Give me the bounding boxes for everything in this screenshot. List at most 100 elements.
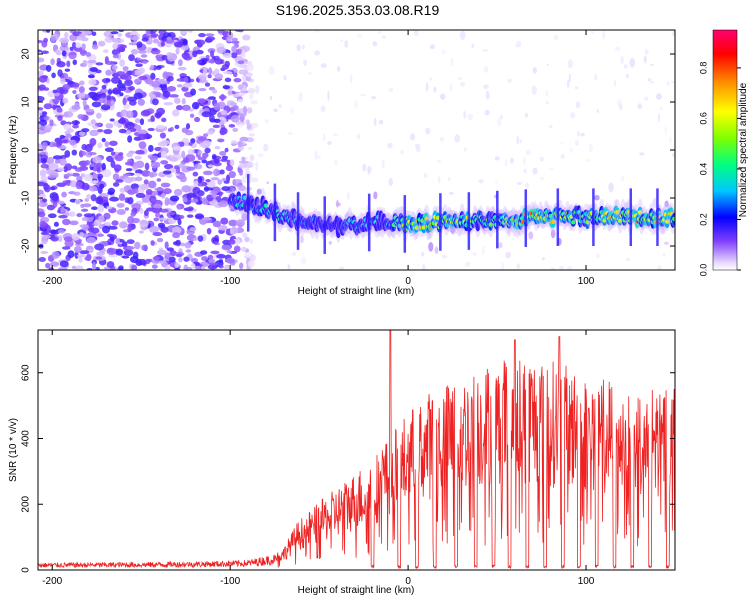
noise-blob — [110, 151, 116, 156]
noise-speck — [441, 254, 448, 259]
noise-blob — [165, 155, 171, 160]
noise-blob — [77, 113, 85, 120]
noise-blob — [92, 96, 97, 101]
noise-blob — [218, 265, 224, 269]
noise-blob — [200, 218, 207, 225]
noise-blob — [219, 150, 227, 156]
noise-blob — [125, 168, 133, 172]
noise-speck — [644, 96, 649, 101]
noise-speck — [550, 229, 556, 239]
noise-blob — [78, 131, 86, 137]
noise-blob — [40, 176, 50, 180]
noise-blob — [232, 93, 241, 97]
noise-blob — [187, 30, 193, 33]
noise-blob — [75, 200, 80, 205]
signal-streak — [246, 174, 250, 232]
noise-blob — [238, 69, 249, 75]
noise-blob — [83, 173, 94, 182]
snr-panel: -200 -100 0 100 0 200 400 600 Height of straig… — [8, 329, 676, 596]
noise-speck — [569, 147, 573, 154]
noise-blob — [79, 232, 84, 237]
noise-speck — [483, 66, 489, 73]
signal-streak — [629, 188, 633, 246]
noise-speck — [323, 133, 326, 141]
noise-blob — [143, 179, 149, 185]
noise-speck — [523, 156, 526, 166]
noise-blob — [151, 47, 159, 52]
noise-blob — [61, 246, 71, 250]
noise-blob — [38, 75, 48, 83]
noise-speck — [494, 156, 500, 161]
noise-blob — [74, 251, 79, 259]
noise-blob — [227, 31, 234, 39]
noise-blob — [115, 238, 121, 245]
noise-blob — [134, 72, 142, 76]
noise-speck — [264, 119, 269, 124]
noise-blob — [91, 261, 97, 270]
noise-blob — [233, 72, 238, 78]
noise-blob — [97, 215, 105, 223]
signal-streak — [496, 190, 499, 249]
snr-y-label: SNR (10 * v/v) — [8, 418, 19, 482]
noise-blob — [43, 103, 53, 110]
noise-speck — [575, 86, 578, 90]
noise-blob — [83, 213, 94, 218]
noise-speck — [671, 152, 675, 157]
noise-blob — [95, 162, 103, 169]
noise-blob — [111, 89, 120, 94]
x-tick-label: 100 — [578, 576, 595, 587]
y-tick-label: 200 — [21, 495, 32, 512]
noise-blob — [134, 118, 141, 124]
noise-speck — [238, 124, 244, 128]
noise-blob — [49, 261, 60, 267]
noise-blob — [221, 244, 232, 251]
noise-blob — [95, 196, 103, 205]
signal-core — [664, 219, 670, 224]
noise-blob — [138, 141, 147, 149]
noise-speck — [433, 86, 437, 93]
colorbar-tick-label: 0.4 — [698, 163, 708, 176]
noise-blob — [115, 248, 123, 256]
noise-blob — [58, 200, 65, 205]
noise-blob — [137, 258, 147, 266]
spectrogram-y-label: Frequency (Hz) — [8, 116, 19, 185]
noise-blob — [128, 54, 135, 62]
signal-core — [637, 210, 643, 215]
noise-blob — [126, 246, 135, 250]
noise-speck — [437, 175, 441, 184]
noise-blob — [86, 267, 93, 270]
noise-blob — [51, 251, 60, 259]
colorbar-frame — [712, 29, 738, 271]
noise-blob — [157, 249, 167, 256]
noise-blob — [150, 240, 155, 246]
noise-blob — [184, 242, 192, 249]
noise-blob — [141, 37, 149, 42]
noise-blob — [87, 59, 97, 64]
noise-speck — [269, 95, 273, 101]
noise-speck — [516, 263, 521, 270]
noise-blob — [117, 33, 123, 37]
noise-blob — [175, 253, 183, 258]
noise-speck — [528, 231, 534, 240]
noise-blob — [162, 170, 172, 175]
noise-blob — [126, 152, 133, 158]
noise-blob — [84, 94, 90, 99]
noise-blob — [81, 216, 89, 222]
noise-blob — [205, 36, 216, 41]
noise-speck — [360, 93, 366, 96]
noise-blob — [155, 91, 161, 98]
noise-blob — [183, 256, 190, 262]
noise-blob — [85, 51, 92, 57]
noise-blob — [109, 118, 115, 122]
noise-speck — [478, 179, 484, 184]
noise-speck — [387, 142, 393, 149]
noise-blob — [168, 211, 176, 216]
noise-blob — [89, 129, 99, 137]
noise-blob — [229, 159, 235, 167]
noise-blob — [58, 215, 68, 219]
noise-blob — [152, 232, 163, 237]
noise-blob — [149, 225, 159, 234]
noise-blob — [190, 257, 199, 264]
y-tick-label: 10 — [21, 96, 32, 108]
noise-speck — [532, 67, 537, 74]
